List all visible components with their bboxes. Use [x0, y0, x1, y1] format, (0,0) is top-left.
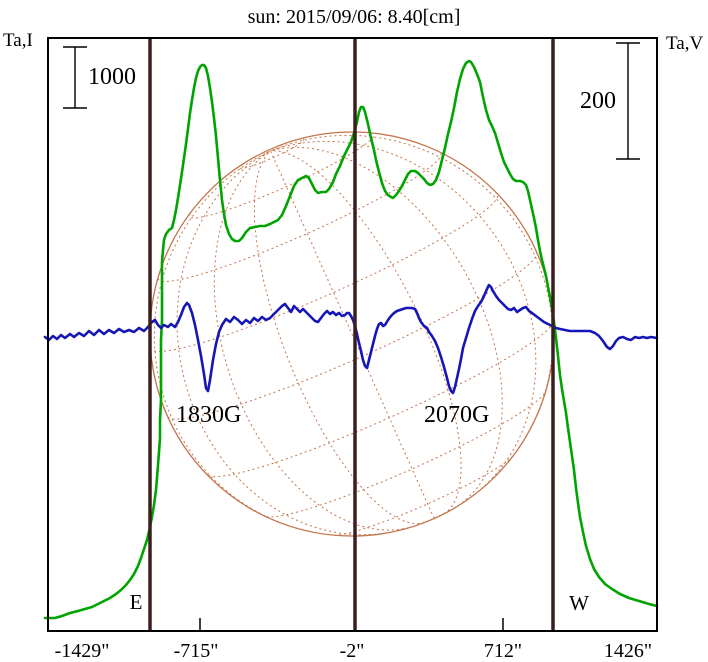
east-limb-label: E — [130, 590, 143, 614]
plot-title: sun: 2015/09/06: 8.40[cm] — [248, 6, 461, 28]
scale-bars-layer — [63, 42, 640, 160]
plot-frame — [47, 37, 658, 632]
west-limb-label: W — [569, 591, 589, 615]
x-tick-label-1: -715" — [174, 640, 219, 662]
series-0-curve — [43, 59, 659, 620]
x-tick-label-4: 1426" — [604, 640, 652, 662]
curves-layer — [43, 59, 659, 620]
disk-parallel — [266, 392, 546, 518]
limb-lines-layer — [148, 38, 555, 631]
disk-meridian — [213, 150, 409, 531]
disk-meridian — [270, 134, 554, 438]
disk-parallel — [188, 132, 375, 219]
x-tick-label-0: -1429" — [55, 640, 110, 662]
right-axis-label: Ta,V — [666, 33, 703, 54]
disk-parallel — [150, 193, 499, 352]
x-tick-label-2: -2" — [340, 640, 365, 662]
annotation-2070G: 2070G — [424, 402, 489, 428]
disk-parallel — [208, 321, 554, 478]
x-tick-label-3: 712" — [484, 640, 522, 662]
disk-meridian — [270, 140, 537, 496]
disk-meridian — [270, 150, 435, 519]
left-scalebar-label: 1000 — [88, 64, 136, 90]
series-1-curve — [43, 283, 659, 395]
disk-parallel — [239, 138, 305, 169]
disk-meridian — [270, 146, 503, 507]
right-scalebar-label: 200 — [580, 88, 616, 114]
disk-parallel — [157, 152, 442, 283]
left-axis-label: Ta,I — [3, 30, 33, 51]
frame-rect — [47, 37, 658, 632]
annotation-1830G: 1830G — [176, 402, 241, 428]
disk-meridian — [270, 150, 462, 515]
disk-meridian — [153, 150, 313, 533]
disk-meridian — [253, 150, 425, 525]
solar-disk-grid — [149, 131, 555, 537]
